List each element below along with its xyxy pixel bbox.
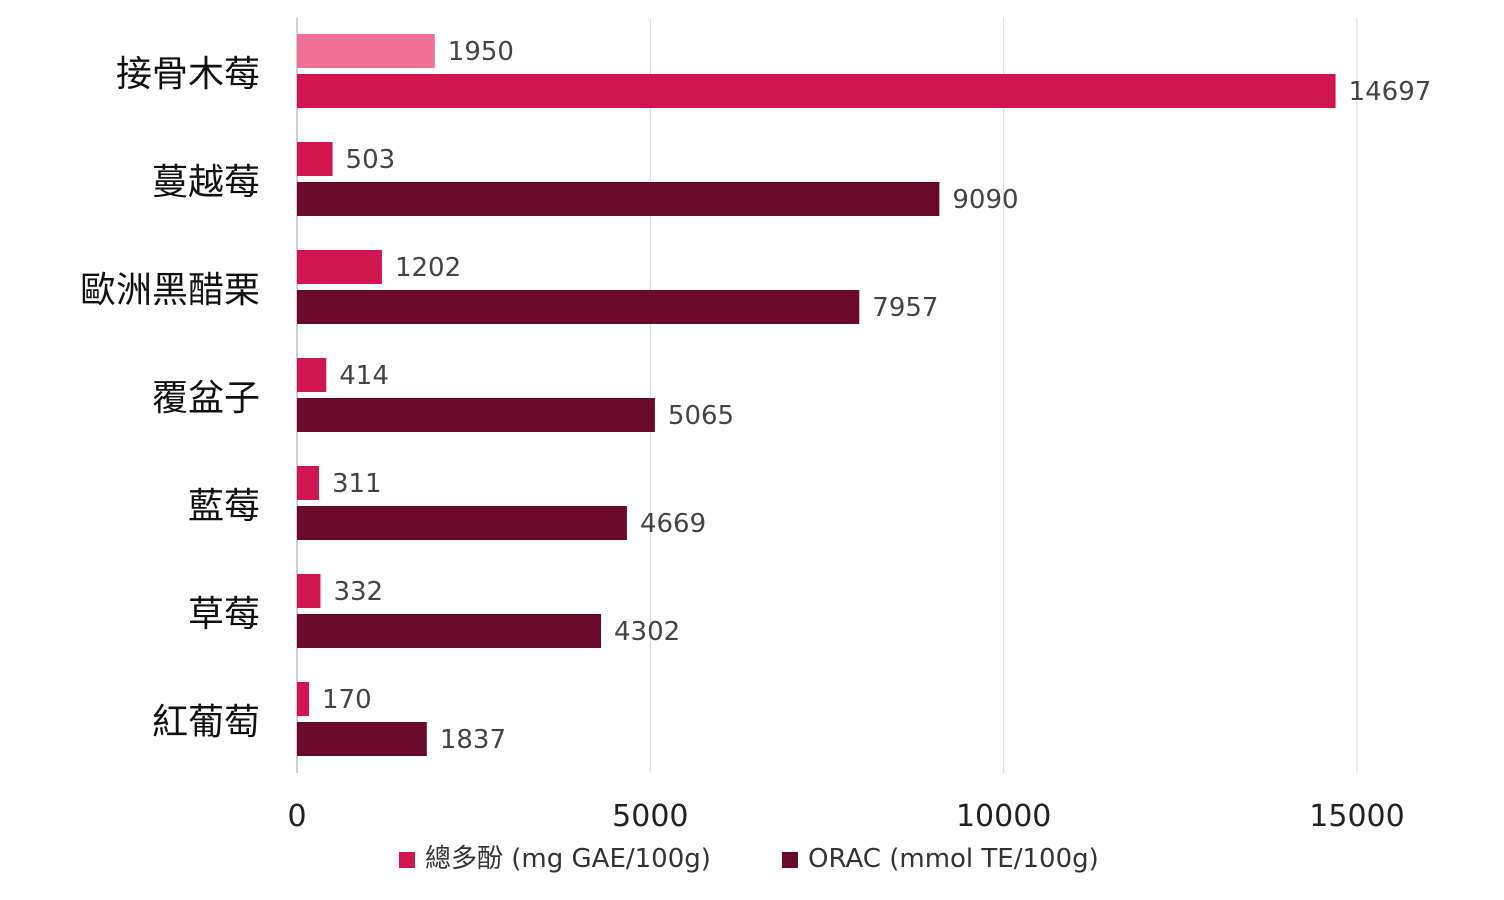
bars: 1950 14697 503 9090 1202 7957 414 5065 311 4669 33… (297, 34, 1431, 756)
data-label: 5065 (668, 401, 734, 431)
bar-orac (297, 722, 427, 756)
category-label: 紅葡萄 (152, 702, 260, 743)
data-label: 4669 (640, 509, 706, 539)
data-label: 170 (322, 685, 372, 715)
bar-orac (297, 614, 602, 648)
x-tick-label: 15000 (1309, 799, 1404, 834)
x-tick-label: 10000 (956, 799, 1051, 834)
bar-polyphenol (297, 250, 382, 284)
data-label: 503 (346, 145, 396, 175)
data-label: 1950 (448, 37, 514, 67)
data-label: 4302 (614, 617, 680, 647)
data-label: 311 (332, 469, 382, 499)
category-label: 接骨木莓 (116, 54, 260, 95)
data-label: 7957 (872, 293, 938, 323)
legend-swatch (782, 852, 798, 868)
bar-polyphenol (297, 574, 321, 608)
x-tick-label: 5000 (612, 799, 688, 834)
bar-polyphenol (297, 466, 319, 500)
bar-orac (297, 398, 655, 432)
bar-orac (297, 506, 627, 540)
data-label: 1202 (395, 253, 461, 283)
legend-label: 總多酚 (mg GAE/100g) (425, 844, 711, 874)
legend: 總多酚 (mg GAE/100g) ORAC (mmol TE/100g) (399, 844, 1099, 874)
data-label: 9090 (952, 185, 1018, 215)
data-label: 14697 (1349, 77, 1432, 107)
bar-polyphenol (297, 358, 327, 392)
bar-orac (297, 74, 1336, 108)
bar-polyphenol (297, 142, 333, 176)
data-label: 414 (339, 361, 389, 391)
legend-label: ORAC (mmol TE/100g) (808, 844, 1099, 874)
data-label: 332 (333, 577, 383, 607)
data-label: 1837 (440, 725, 506, 755)
category-label: 覆盆子 (152, 378, 260, 419)
bar-orac (297, 182, 940, 216)
bar-polyphenol (297, 682, 310, 716)
gridlines (296, 18, 1358, 773)
category-label: 蔓越莓 (152, 162, 260, 203)
x-tick-label: 0 (287, 799, 306, 834)
category-label: 草莓 (188, 594, 260, 635)
category-label: 歐洲黑醋栗 (80, 270, 260, 311)
category-label: 藍莓 (188, 486, 260, 527)
bar-orac (297, 290, 860, 324)
legend-swatch (399, 852, 415, 868)
bar-polyphenol (297, 34, 435, 68)
x-axis-ticks: 0 5000 10000 15000 (287, 799, 1404, 834)
